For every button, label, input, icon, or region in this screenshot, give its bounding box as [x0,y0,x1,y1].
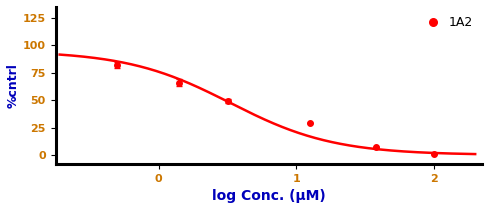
Legend: 1A2: 1A2 [417,13,475,31]
Y-axis label: %cntrl: %cntrl [7,63,20,108]
X-axis label: log Conc. (μM): log Conc. (μM) [211,189,325,203]
